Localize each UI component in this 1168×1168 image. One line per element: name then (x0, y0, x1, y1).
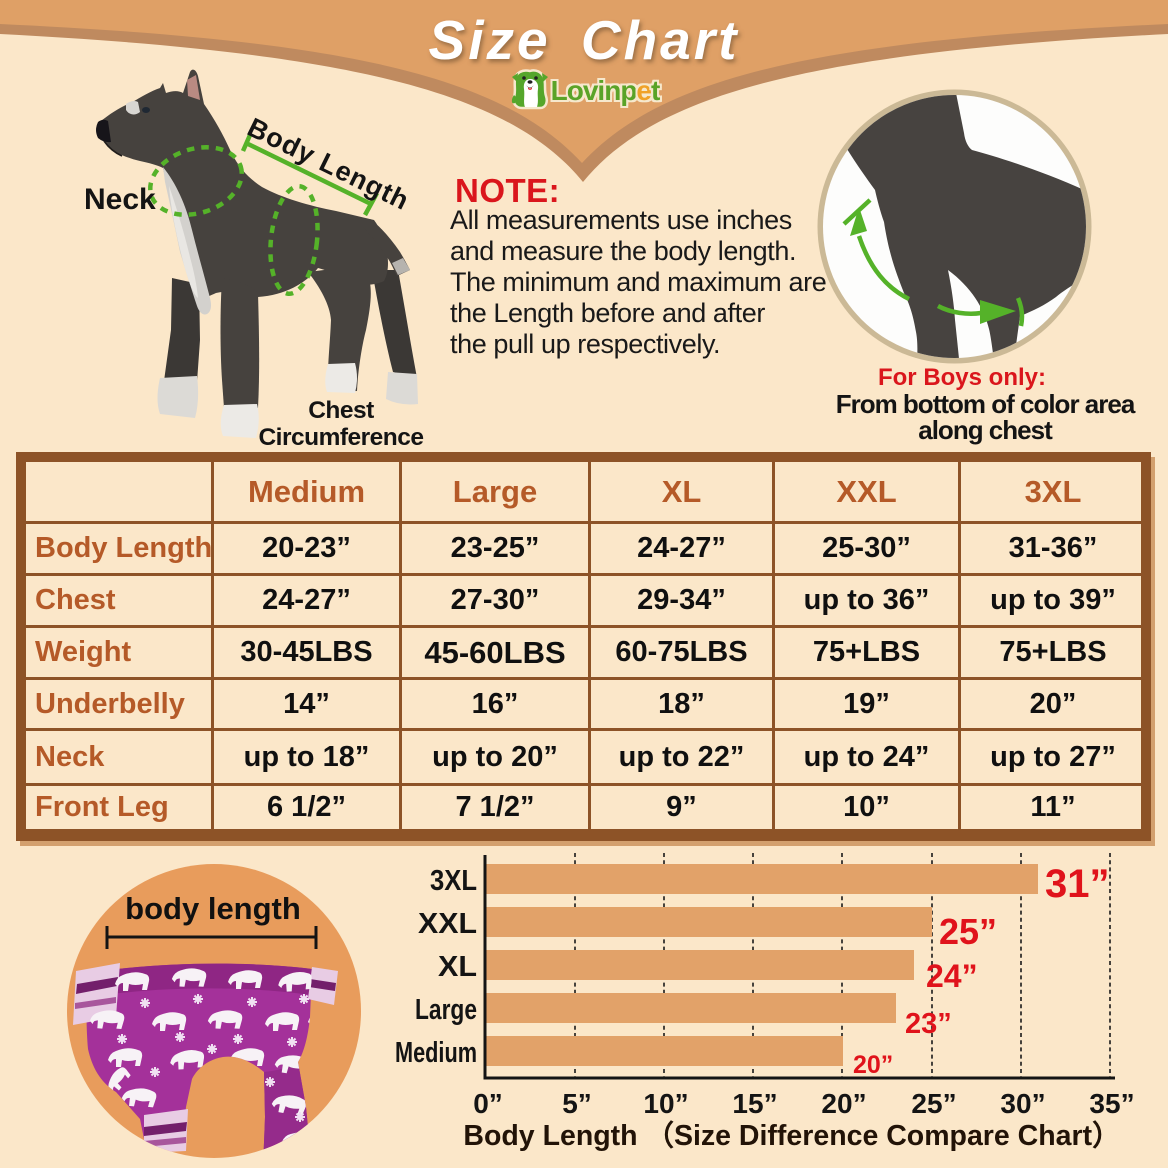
svg-text:20”: 20” (853, 1051, 893, 1079)
svg-text:5”: 5” (562, 1088, 592, 1119)
svg-text:30”: 30” (1000, 1088, 1045, 1119)
svg-text:3XL: 3XL (430, 865, 477, 897)
svg-text:0”: 0” (473, 1088, 503, 1119)
svg-text:10”: 10” (643, 1088, 688, 1119)
svg-text:24”: 24” (926, 958, 978, 994)
svg-text:Large: Large (415, 994, 477, 1026)
svg-text:23”: 23” (905, 1008, 952, 1040)
svg-text:25”: 25” (939, 911, 997, 952)
svg-text:31”: 31” (1045, 862, 1110, 906)
svg-text:15”: 15” (732, 1088, 777, 1119)
svg-text:35”: 35” (1089, 1088, 1134, 1119)
svg-text:XL: XL (438, 951, 477, 983)
svg-text:25”: 25” (911, 1088, 956, 1119)
svg-text:20”: 20” (821, 1088, 866, 1119)
svg-text:Medium: Medium (395, 1037, 477, 1069)
svg-text:XXL: XXL (418, 908, 477, 940)
svg-text:Body Length （Size Difference C: Body Length （Size Difference Compare Cha… (463, 1119, 1120, 1152)
